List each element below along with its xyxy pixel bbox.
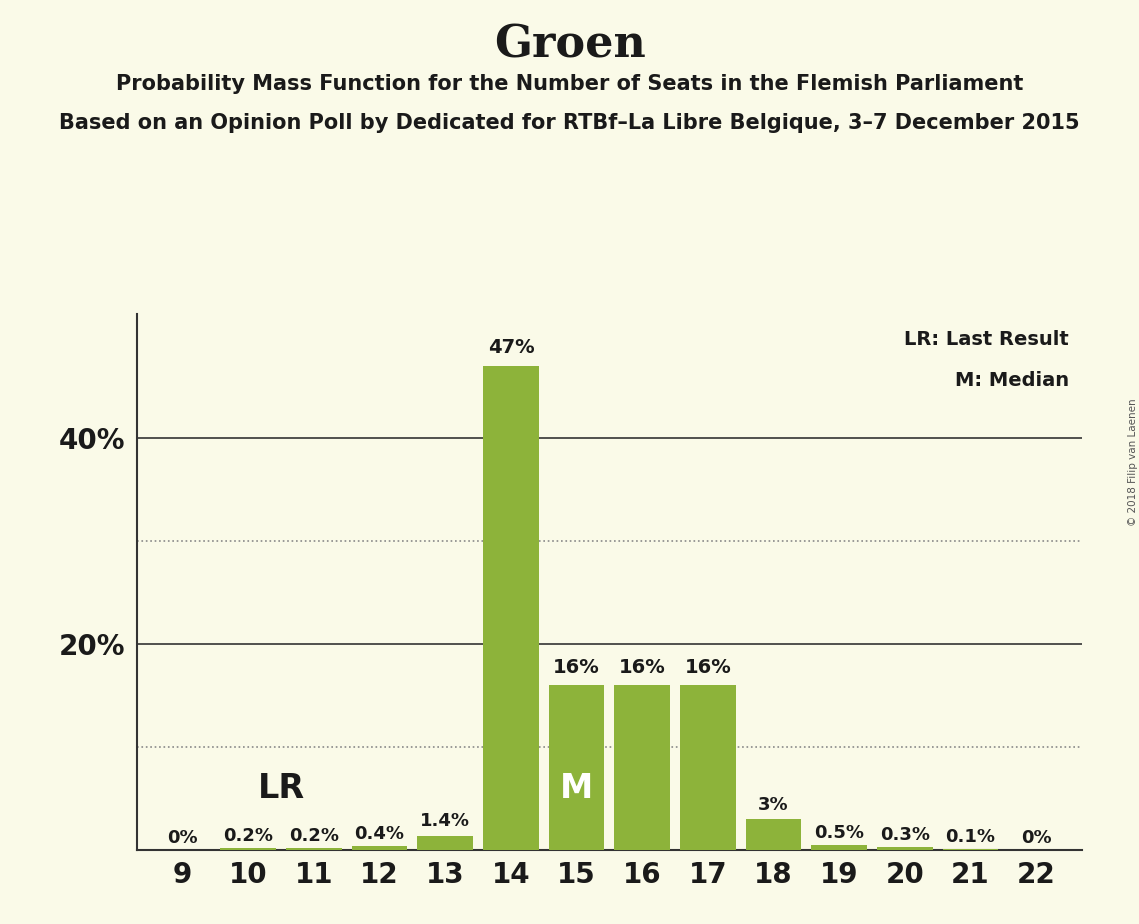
Text: 0%: 0%	[1021, 829, 1051, 847]
Bar	[483, 366, 539, 850]
Text: 16%: 16%	[554, 658, 600, 677]
Text: 0.2%: 0.2%	[289, 827, 339, 845]
Bar	[811, 845, 867, 850]
Bar	[220, 848, 276, 850]
Text: 0.3%: 0.3%	[879, 826, 929, 844]
Text: 16%: 16%	[685, 658, 731, 677]
Text: 0%: 0%	[167, 829, 198, 847]
Text: 0.2%: 0.2%	[223, 827, 273, 845]
Text: © 2018 Filip van Laenen: © 2018 Filip van Laenen	[1129, 398, 1138, 526]
Text: M: M	[560, 772, 593, 805]
Text: 0.5%: 0.5%	[814, 824, 865, 842]
Bar	[943, 849, 999, 850]
Text: 47%: 47%	[487, 338, 534, 358]
Bar	[352, 846, 408, 850]
Text: M: Median: M: Median	[954, 371, 1068, 390]
Text: 3%: 3%	[759, 796, 789, 814]
Text: Probability Mass Function for the Number of Seats in the Flemish Parliament: Probability Mass Function for the Number…	[116, 74, 1023, 94]
Text: LR: Last Result: LR: Last Result	[904, 330, 1068, 348]
Bar	[877, 847, 933, 850]
Text: Based on an Opinion Poll by Dedicated for RTBf–La Libre Belgique, 3–7 December 2: Based on an Opinion Poll by Dedicated fo…	[59, 113, 1080, 133]
Text: 16%: 16%	[618, 658, 665, 677]
Bar	[614, 686, 670, 850]
Bar	[746, 820, 802, 850]
Text: Groen: Groen	[493, 23, 646, 67]
Text: 0.4%: 0.4%	[354, 825, 404, 843]
Bar	[680, 686, 736, 850]
Text: 0.1%: 0.1%	[945, 828, 995, 846]
Bar	[286, 848, 342, 850]
Text: LR: LR	[257, 772, 304, 805]
Bar	[549, 686, 605, 850]
Text: 1.4%: 1.4%	[420, 812, 470, 831]
Bar	[417, 835, 473, 850]
